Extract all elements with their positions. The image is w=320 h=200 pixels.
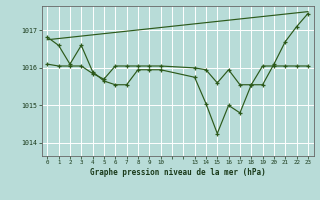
X-axis label: Graphe pression niveau de la mer (hPa): Graphe pression niveau de la mer (hPa) xyxy=(90,168,266,177)
